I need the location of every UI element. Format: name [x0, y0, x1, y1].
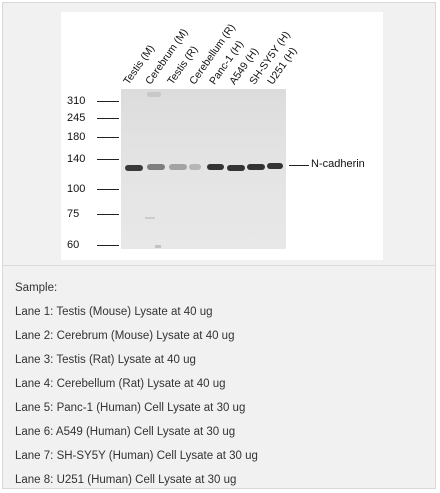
- caption-lane-2: Lane 2: Cerebrum (Mouse) Lysate at 40 ug: [15, 330, 235, 342]
- target-pointer-line: [289, 165, 309, 166]
- caption-lane-8: Lane 8: U251 (Human) Cell Lysate at 30 u…: [15, 474, 237, 486]
- product-figure-panel: Testis (M) Cerebrum (M) Testis (R) Cereb…: [2, 2, 436, 489]
- caption-lane-4: Lane 4: Cerebellum (Rat) Lysate at 40 ug: [15, 378, 226, 390]
- marker-310: 310: [67, 95, 119, 107]
- sample-caption: Sample: Lane 1: Testis (Mouse) Lysate at…: [3, 266, 435, 488]
- marker-140: 140: [67, 153, 119, 165]
- band-lane-3: [169, 164, 187, 170]
- caption-lane-5: Lane 5: Panc-1 (Human) Cell Lysate at 30…: [15, 402, 246, 414]
- caption-lane-3: Lane 3: Testis (Rat) Lysate at 40 ug: [15, 354, 196, 366]
- band-lane-4: [189, 164, 201, 170]
- band-lane-8: [267, 163, 283, 169]
- band-lane-6: [227, 165, 245, 171]
- band-lane-5: [207, 164, 224, 170]
- caption-heading: Sample:: [15, 282, 58, 294]
- target-protein-label: N-cadherin: [311, 158, 365, 170]
- blot-membrane: [121, 89, 286, 249]
- marker-180: 180: [67, 131, 119, 143]
- caption-lane-6: Lane 6: A549 (Human) Cell Lysate at 30 u…: [15, 426, 236, 438]
- band-lane-7: [247, 164, 265, 170]
- band-lane-1: [125, 165, 143, 171]
- caption-lane-1: Lane 1: Testis (Mouse) Lysate at 40 ug: [15, 306, 213, 318]
- caption-lane-7: Lane 7: SH-SY5Y (Human) Cell Lysate at 3…: [15, 450, 258, 462]
- marker-60: 60: [67, 239, 119, 251]
- band-lane-2: [147, 164, 165, 170]
- figure-area: Testis (M) Cerebrum (M) Testis (R) Cereb…: [3, 3, 435, 266]
- marker-100: 100: [67, 183, 119, 195]
- marker-245: 245: [67, 112, 119, 124]
- marker-75: 75: [67, 208, 119, 220]
